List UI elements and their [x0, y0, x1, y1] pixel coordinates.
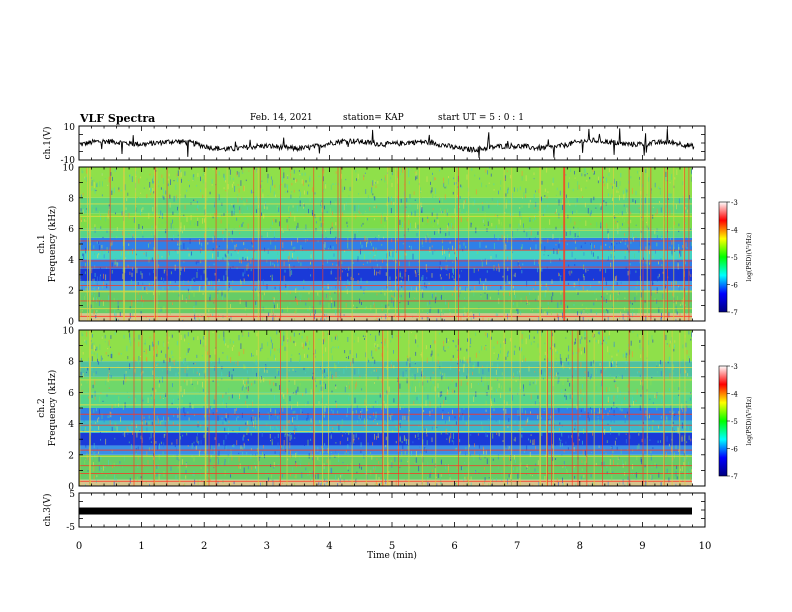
s2-ytick-label: 10 — [63, 327, 75, 337]
ch1-ytick-label: -10 — [61, 156, 76, 166]
s2-colorbar-tick-label: -5 — [731, 418, 738, 426]
s1-ytick-label: 10 — [63, 164, 75, 174]
s1-colorbar-tick-label: -3 — [731, 199, 738, 207]
s2-ylabel: Frequency (kHz) — [47, 370, 58, 447]
s2-ylabel: ch.2 — [37, 398, 47, 417]
ch1-waveform-line — [79, 128, 695, 158]
s1-ytick-label: 6 — [68, 225, 74, 235]
s1-band — [79, 250, 692, 260]
s1-band — [79, 237, 692, 251]
s1-heatmap — [79, 167, 692, 321]
ch3-waveform-line — [79, 507, 692, 515]
s1-band — [79, 228, 692, 238]
s1-ylabel: Frequency (kHz) — [47, 206, 58, 283]
x-ticks — [78, 126, 706, 160]
s1-band — [79, 197, 692, 214]
chart-title: VLF Spectra — [80, 112, 156, 125]
s2-band — [79, 454, 692, 480]
x-tick-label: 8 — [577, 541, 583, 552]
x-tick-label: 3 — [264, 541, 270, 552]
x-tick-label: 1 — [138, 541, 144, 552]
x-ticks — [78, 167, 706, 321]
y-ticks — [79, 492, 705, 528]
s2-colorbar-tick-label: -7 — [731, 473, 738, 481]
s1-colorbar-label: log(PSD)(V²/Hz) — [746, 233, 753, 282]
ch3-ytick-label: 5 — [69, 490, 75, 500]
s2-colorbar — [718, 365, 728, 477]
s1-ylabel: ch.1 — [37, 234, 47, 253]
s2-colorbar-tick-label: -4 — [731, 391, 738, 399]
s1-band — [79, 259, 692, 269]
s2-ytick-label: 0 — [68, 483, 74, 493]
station-label: station= KAP — [343, 113, 404, 123]
s1-colorbar-tick-label: -5 — [731, 254, 738, 262]
s2-ytick-label: 8 — [68, 358, 74, 368]
x-tick-label: 2 — [201, 541, 207, 552]
y-ticks — [79, 329, 705, 487]
s2-ytick-label: 4 — [68, 420, 74, 430]
x-axis-label: Time (min) — [367, 550, 417, 561]
s1-colorbar-tick-label: -7 — [731, 309, 738, 317]
s2-band — [79, 330, 692, 362]
s2-ytick-label: 6 — [68, 389, 74, 399]
s1-ytick-label: 0 — [68, 318, 74, 328]
ch3-ytick-label: -5 — [66, 523, 75, 533]
s1-colorbar-tick-label: -4 — [731, 227, 738, 235]
s2-band — [79, 361, 692, 377]
x-tick-label: 4 — [326, 541, 332, 552]
s2-heatmap — [79, 330, 692, 486]
x-ticks — [78, 330, 706, 486]
x-tick-label: 7 — [514, 541, 520, 552]
ch3-ylabel: ch.3(V) — [42, 494, 53, 527]
s2-colorbar-label: log(PSD)(V²/Hz) — [746, 397, 753, 446]
x-tick-label: 5 — [389, 541, 395, 552]
s1-ytick-label: 4 — [68, 256, 74, 266]
s2-colorbar-tick-label: -3 — [731, 363, 738, 371]
x-tick-label: 9 — [639, 541, 645, 552]
s2-colorbar-tick-label: -6 — [731, 446, 738, 454]
ch1-ytick-label: 10 — [64, 123, 76, 133]
s2-band — [79, 432, 692, 446]
ch1-ylabel: ch.1(V) — [42, 127, 53, 160]
s1-colorbar-tick-label: -6 — [731, 282, 738, 290]
x-tick-label: 6 — [451, 541, 457, 552]
x-tick-label: 10 — [699, 541, 712, 552]
date-label: Feb. 14, 2021 — [250, 113, 313, 123]
y-ticks — [79, 166, 705, 322]
s1-ytick-label: 8 — [68, 194, 74, 204]
s2-band — [79, 376, 692, 393]
start-time-label: start UT = 5 : 0 : 1 — [438, 113, 524, 123]
s1-band — [79, 268, 692, 281]
x-ticks — [78, 493, 706, 527]
s1-band — [79, 290, 692, 314]
s1-colorbar — [718, 201, 728, 313]
x-tick-label: 0 — [76, 541, 82, 552]
y-ticks — [79, 125, 705, 161]
s1-ytick-label: 2 — [68, 287, 74, 297]
s2-ytick-label: 2 — [68, 451, 74, 461]
